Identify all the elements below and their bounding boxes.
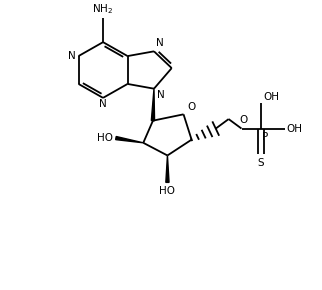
Text: N: N [99, 99, 107, 109]
Text: OH: OH [287, 124, 303, 134]
Text: HO: HO [97, 133, 113, 143]
Text: HO: HO [159, 186, 175, 195]
Text: N: N [156, 38, 163, 48]
Text: N: N [156, 90, 164, 100]
Polygon shape [151, 89, 155, 121]
Polygon shape [166, 155, 169, 182]
Polygon shape [116, 137, 143, 143]
Text: NH$_2$: NH$_2$ [92, 2, 114, 16]
Text: OH: OH [263, 92, 279, 102]
Text: S: S [258, 158, 264, 168]
Text: O: O [187, 102, 196, 112]
Text: P: P [262, 132, 269, 142]
Text: O: O [239, 115, 247, 125]
Text: N: N [68, 51, 75, 61]
